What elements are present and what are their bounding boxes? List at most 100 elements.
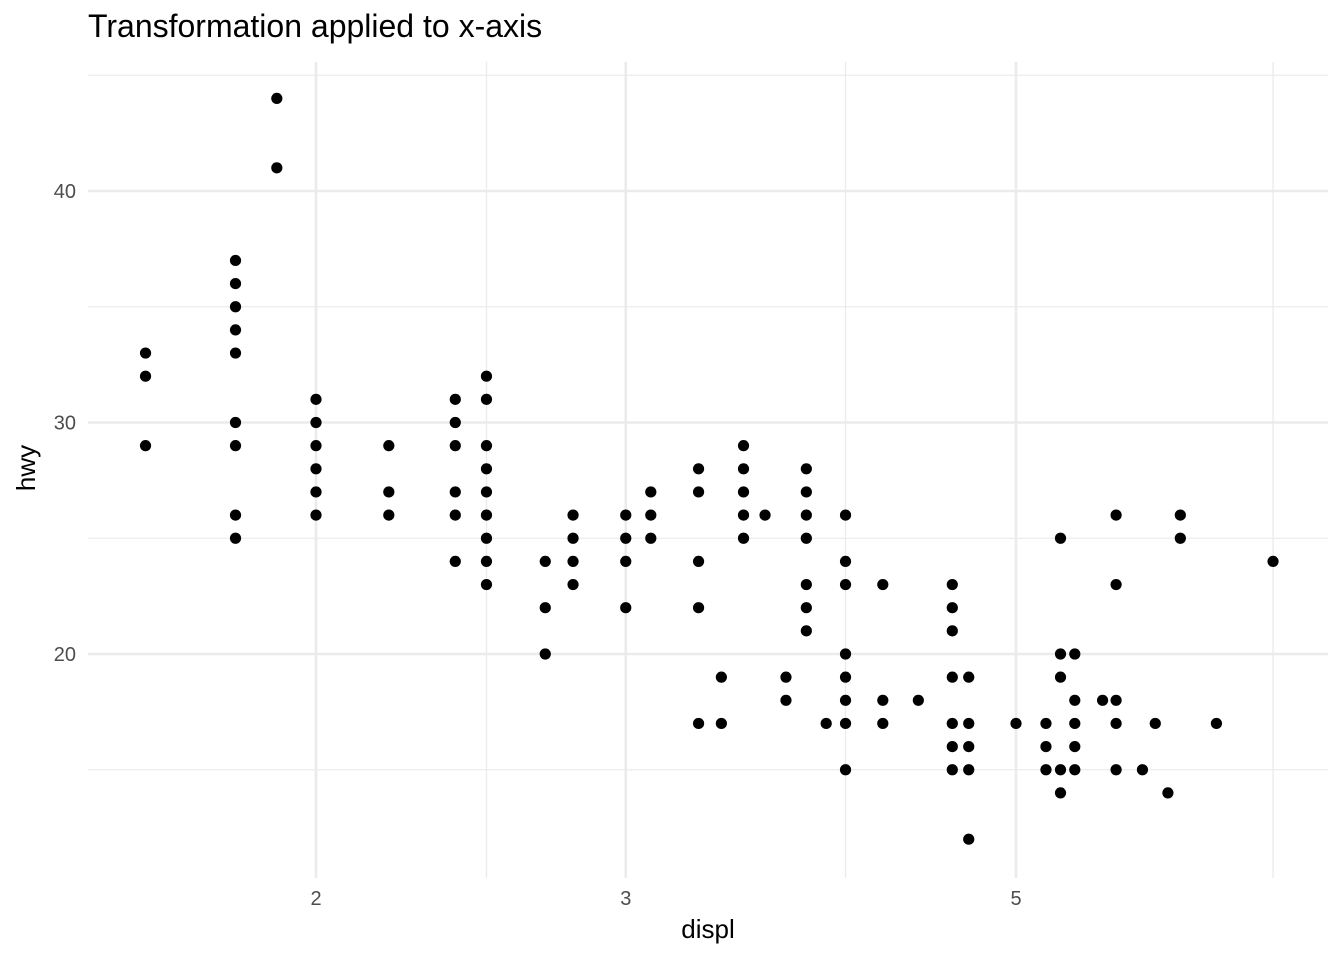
data-point	[310, 463, 322, 475]
data-point	[759, 509, 771, 521]
data-point	[620, 602, 632, 614]
data-point	[229, 532, 242, 544]
data-point	[480, 509, 493, 521]
data-point	[780, 671, 792, 683]
y-tick-labels: 20 30 40	[54, 181, 76, 666]
y-tick-label: 20	[54, 644, 76, 666]
data-point	[383, 509, 395, 521]
data-point	[229, 347, 242, 359]
data-point	[715, 671, 727, 683]
data-point	[839, 648, 852, 660]
data-point	[912, 694, 924, 706]
data-point	[1096, 694, 1109, 706]
data-point	[963, 741, 975, 753]
data-point	[946, 764, 958, 776]
data-point	[1040, 764, 1052, 776]
data-point	[449, 509, 461, 521]
data-point	[946, 625, 958, 637]
data-point	[620, 509, 632, 521]
data-point	[310, 416, 322, 429]
data-point	[1069, 694, 1081, 706]
minor-gridlines	[88, 62, 1328, 878]
data-point	[877, 694, 889, 706]
major-gridlines	[88, 62, 1328, 878]
data-point	[800, 463, 812, 475]
data-point	[271, 162, 283, 174]
data-point	[139, 347, 152, 359]
data-point	[800, 509, 812, 521]
data-point	[820, 717, 832, 730]
data-point	[1054, 764, 1067, 776]
data-point	[1069, 648, 1081, 660]
data-point	[839, 764, 852, 776]
data-point	[539, 555, 551, 568]
data-point	[1110, 717, 1122, 730]
data-point	[480, 463, 493, 475]
data-point	[737, 463, 750, 475]
data-point	[963, 764, 975, 776]
data-point	[567, 555, 579, 568]
y-axis-title: hwy	[11, 445, 41, 491]
data-point	[229, 254, 242, 267]
data-point	[1267, 555, 1279, 568]
x-tick-label: 5	[1010, 888, 1021, 910]
data-point	[645, 486, 657, 498]
data-point	[1040, 717, 1052, 730]
data-point	[229, 509, 242, 521]
data-point	[737, 509, 750, 521]
data-point	[449, 555, 461, 568]
data-point	[1174, 532, 1186, 544]
data-point	[692, 486, 705, 498]
y-tick-label: 30	[54, 413, 76, 435]
data-point	[946, 578, 958, 591]
data-point	[692, 602, 705, 614]
data-point	[1054, 671, 1067, 683]
data-point	[480, 440, 493, 452]
data-point	[310, 393, 322, 405]
x-tick-label: 3	[620, 888, 631, 910]
data-point	[780, 694, 792, 706]
data-point	[1010, 717, 1022, 730]
data-point	[449, 393, 461, 405]
data-point	[877, 578, 889, 591]
data-point	[229, 440, 242, 452]
data-point	[1149, 717, 1161, 730]
data-point	[449, 416, 461, 429]
data-point	[963, 833, 975, 845]
data-point	[383, 486, 395, 498]
data-point	[839, 509, 852, 521]
data-point	[645, 532, 657, 544]
y-tick-label: 40	[54, 181, 76, 203]
data-point	[1110, 509, 1122, 521]
data-point	[737, 440, 750, 452]
data-point	[946, 741, 958, 753]
data-point	[963, 671, 975, 683]
data-point	[271, 92, 283, 104]
data-point	[1210, 717, 1223, 730]
data-point	[139, 370, 152, 382]
data-point	[715, 717, 727, 730]
data-point	[839, 578, 852, 591]
data-point	[1174, 509, 1186, 521]
data-point	[1069, 717, 1081, 730]
data-point	[1136, 764, 1149, 776]
data-point	[383, 440, 395, 452]
data-point	[480, 393, 493, 405]
data-point	[737, 486, 750, 498]
data-point	[480, 532, 493, 544]
data-point	[946, 602, 958, 614]
data-point	[567, 509, 579, 521]
data-point	[229, 416, 242, 429]
data-point	[139, 440, 152, 452]
data-point	[229, 301, 242, 313]
data-point	[946, 717, 958, 730]
data-point	[310, 440, 322, 452]
data-points	[139, 92, 1279, 845]
data-point	[620, 532, 632, 544]
data-point	[800, 486, 812, 498]
data-point	[1110, 764, 1122, 776]
data-point	[839, 555, 852, 568]
data-point	[1110, 578, 1122, 591]
data-point	[737, 532, 750, 544]
data-point	[1054, 648, 1067, 660]
